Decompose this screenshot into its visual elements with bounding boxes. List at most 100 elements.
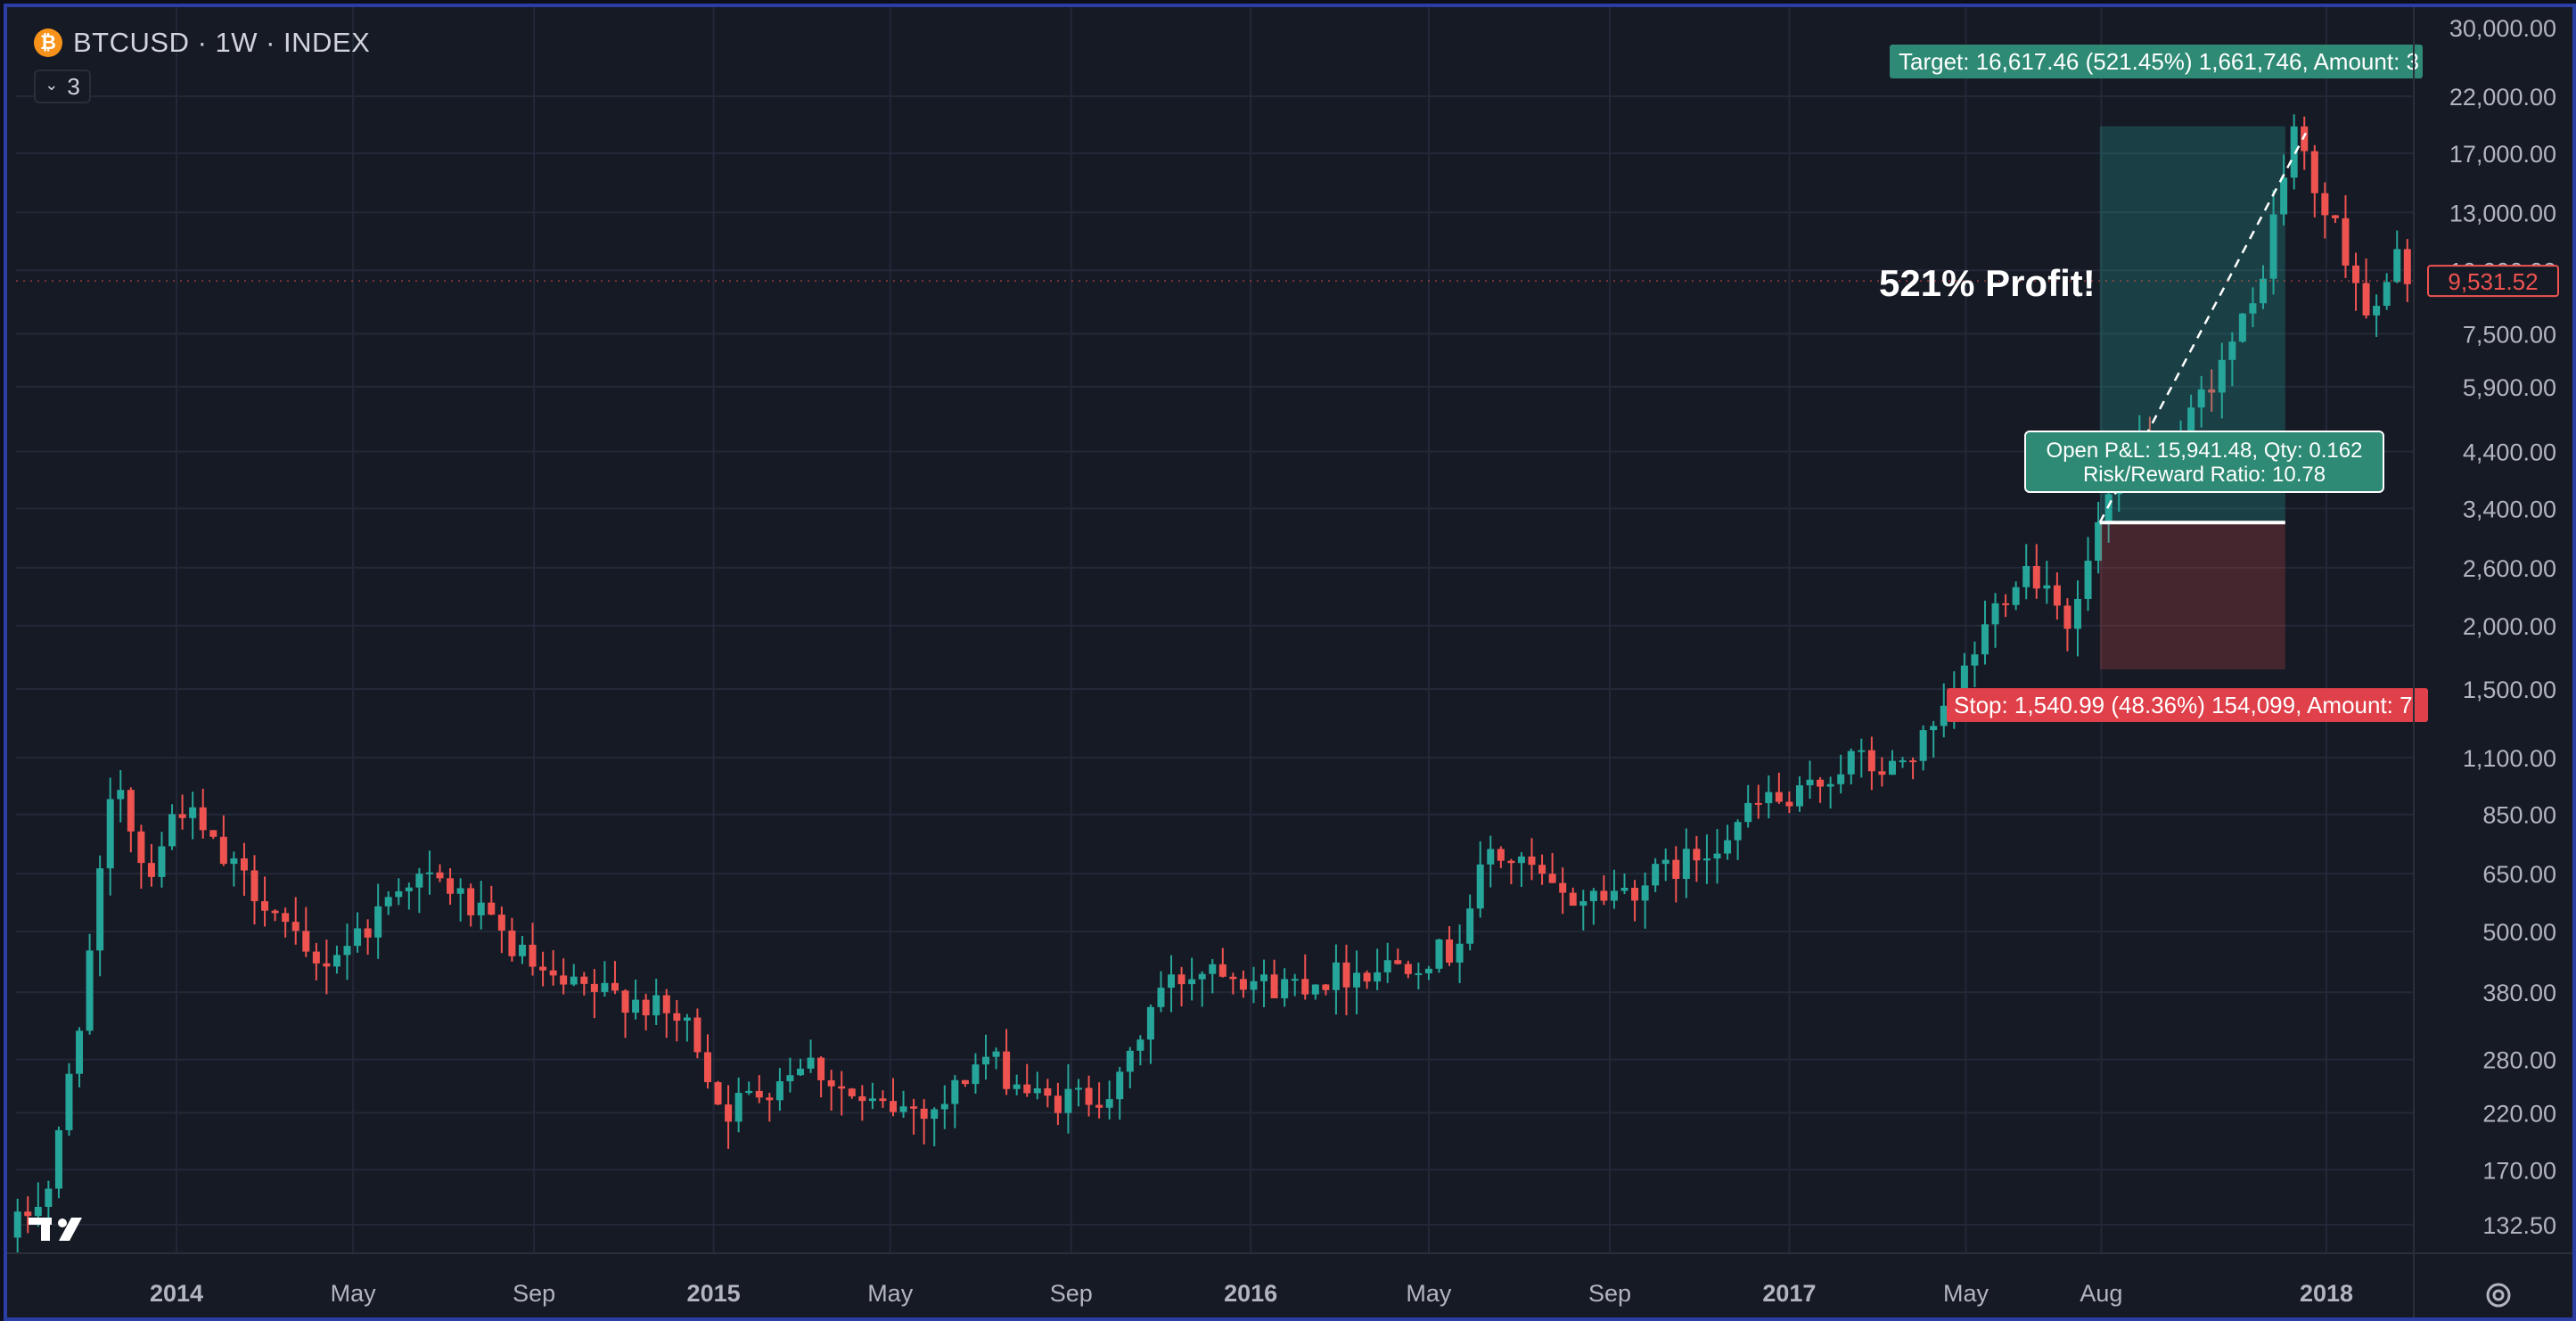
candle[interactable] xyxy=(2053,572,2061,620)
candle[interactable] xyxy=(590,969,598,1019)
candle[interactable] xyxy=(1702,834,1710,884)
candle[interactable] xyxy=(261,876,269,927)
candle[interactable] xyxy=(1795,775,1803,812)
candle[interactable] xyxy=(178,794,186,830)
candle[interactable] xyxy=(467,883,475,927)
candle[interactable] xyxy=(1095,1082,1103,1119)
candle[interactable] xyxy=(2269,190,2277,295)
candle[interactable] xyxy=(2310,144,2318,217)
candle[interactable] xyxy=(147,844,155,887)
candle[interactable] xyxy=(456,878,464,922)
candle[interactable] xyxy=(1600,874,1608,906)
candle[interactable] xyxy=(725,1085,733,1149)
candle[interactable] xyxy=(477,881,485,930)
candle[interactable] xyxy=(796,1058,804,1077)
candle[interactable] xyxy=(745,1081,753,1095)
candle[interactable] xyxy=(714,1080,722,1105)
candle[interactable] xyxy=(1456,924,1464,983)
current-price-badge[interactable] xyxy=(2427,265,2559,298)
candle[interactable] xyxy=(1610,869,1618,909)
candle[interactable] xyxy=(2301,116,2309,170)
candle[interactable] xyxy=(250,855,258,925)
candle[interactable] xyxy=(1661,848,1669,882)
candle[interactable] xyxy=(1353,950,1361,1014)
candle[interactable] xyxy=(1817,776,1825,803)
candle[interactable] xyxy=(703,1034,711,1089)
candle[interactable] xyxy=(1652,857,1660,892)
candle[interactable] xyxy=(1363,970,1371,989)
candle[interactable] xyxy=(1765,775,1773,819)
candle[interactable] xyxy=(1270,959,1278,998)
candle[interactable] xyxy=(1538,854,1546,885)
candle[interactable] xyxy=(168,804,176,850)
candle[interactable] xyxy=(2218,342,2226,419)
candle[interactable] xyxy=(405,882,413,910)
candle[interactable] xyxy=(755,1075,763,1104)
candle[interactable] xyxy=(1054,1082,1062,1126)
candle[interactable] xyxy=(807,1039,815,1073)
candle[interactable] xyxy=(848,1087,856,1099)
candle[interactable] xyxy=(2249,287,2257,328)
candle[interactable] xyxy=(45,1180,53,1220)
candle[interactable] xyxy=(1682,828,1690,898)
candle[interactable] xyxy=(312,942,320,980)
candle[interactable] xyxy=(1888,750,1896,775)
candle[interactable] xyxy=(1229,972,1237,995)
candle[interactable] xyxy=(1281,968,1289,1007)
candle[interactable] xyxy=(1374,948,1382,990)
candle[interactable] xyxy=(1991,593,1999,648)
candle[interactable] xyxy=(786,1057,794,1093)
candle[interactable] xyxy=(838,1071,846,1116)
candle[interactable] xyxy=(1724,825,1732,860)
candle[interactable] xyxy=(2197,375,2205,428)
candle[interactable] xyxy=(529,923,537,976)
candle[interactable] xyxy=(1218,948,1226,978)
candle[interactable] xyxy=(209,830,217,840)
candle[interactable] xyxy=(992,1047,1000,1070)
candle[interactable] xyxy=(1754,784,1762,819)
candle[interactable] xyxy=(1168,955,1176,1013)
candle[interactable] xyxy=(2373,294,2381,337)
candle[interactable] xyxy=(560,958,568,995)
candle[interactable] xyxy=(1693,835,1701,882)
candle[interactable] xyxy=(539,951,547,987)
candle[interactable] xyxy=(683,1013,691,1042)
candle[interactable] xyxy=(1075,1079,1083,1107)
candle[interactable] xyxy=(766,1093,774,1122)
candle[interactable] xyxy=(1415,962,1423,989)
candle[interactable] xyxy=(601,961,609,997)
candle[interactable] xyxy=(447,868,455,905)
tradingview-logo-icon[interactable] xyxy=(29,1212,96,1244)
candle[interactable] xyxy=(189,792,197,840)
price-axis[interactable]: 22,000.0017,000.0013,000.0010,000.007,50… xyxy=(2449,15,2556,1239)
candle[interactable] xyxy=(1507,858,1515,885)
candle[interactable] xyxy=(1878,757,1886,787)
candle[interactable] xyxy=(879,1090,887,1108)
candle[interactable] xyxy=(2012,581,2020,611)
candle[interactable] xyxy=(549,949,557,986)
settings-gear-icon[interactable] xyxy=(2483,1280,2514,1310)
candle[interactable] xyxy=(13,1198,21,1253)
long-position-tool[interactable]: Target: 16,617.46 (521.45%) 1,661,746, A… xyxy=(1890,45,2428,722)
candle[interactable] xyxy=(1971,641,1979,687)
candle[interactable] xyxy=(117,769,125,823)
candle[interactable] xyxy=(1858,738,1866,778)
candle[interactable] xyxy=(1930,720,1938,758)
candle[interactable] xyxy=(1981,600,1989,665)
candle[interactable] xyxy=(219,815,227,866)
candle[interactable] xyxy=(436,864,444,882)
candle[interactable] xyxy=(1847,748,1855,784)
candle[interactable] xyxy=(2393,230,2401,283)
candle[interactable] xyxy=(2290,114,2298,190)
candle[interactable] xyxy=(1528,838,1536,881)
candle[interactable] xyxy=(1744,784,1752,828)
candle[interactable] xyxy=(1404,960,1412,979)
candle[interactable] xyxy=(1734,819,1742,860)
candle[interactable] xyxy=(652,978,660,1025)
candle[interactable] xyxy=(374,883,382,959)
candle[interactable] xyxy=(291,897,299,945)
candle[interactable] xyxy=(1476,841,1484,918)
candle[interactable] xyxy=(940,1085,948,1129)
candle[interactable] xyxy=(961,1079,969,1087)
pnl-info-box[interactable] xyxy=(2024,431,2384,493)
